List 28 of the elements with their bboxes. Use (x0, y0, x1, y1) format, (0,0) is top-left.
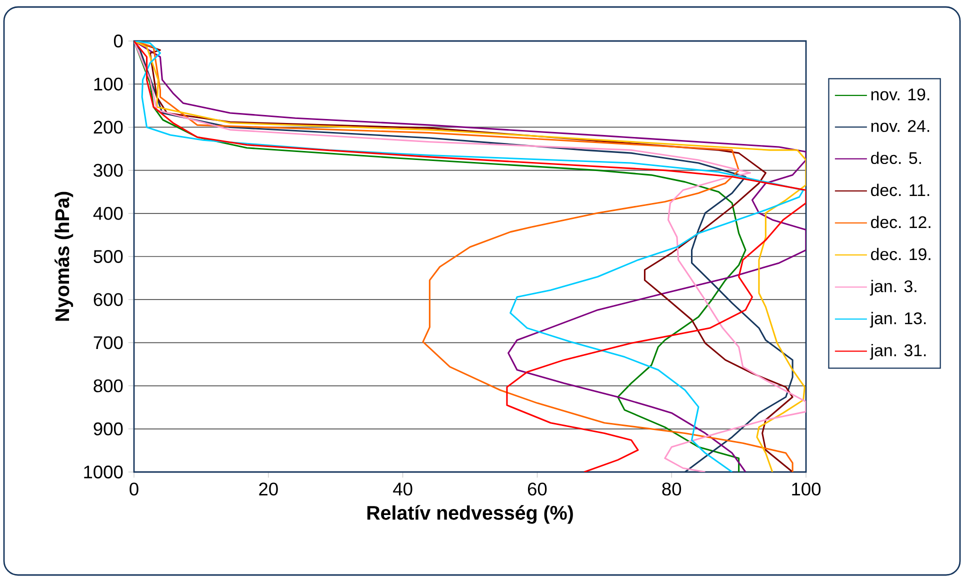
legend-label: dec. 5. (871, 152, 921, 164)
legend-label: jan. 3. (870, 280, 916, 296)
legend-label: jan. 31. (870, 344, 926, 360)
legend-label: jan. 13. (870, 312, 926, 328)
y-tick-label: 700 (94, 336, 123, 350)
y-tick-label: 0 (114, 34, 123, 48)
x-tick-label: 80 (662, 482, 682, 496)
x-tick-label: 60 (528, 482, 547, 496)
legend-label: nov. 24. (871, 120, 930, 132)
y-tick-label: 100 (94, 78, 123, 91)
y-axis-title: Nyomás (hPa) (54, 192, 74, 321)
legend-label: nov. 19. (871, 88, 930, 100)
x-tick-label: 0 (130, 482, 138, 496)
legend-label: dec. 19. (871, 248, 930, 260)
y-tick-label: 400 (93, 206, 123, 220)
y-tick-label: 500 (94, 250, 123, 263)
x-tick-label: 40 (393, 482, 412, 496)
legend-label: dec. 12. (871, 216, 930, 228)
y-tick-label: 600 (94, 293, 123, 306)
y-tick-label: 1000 (84, 466, 123, 478)
y-tick-label: 800 (94, 379, 123, 392)
y-tick-label: 200 (94, 120, 123, 134)
x-tick-label: 100 (792, 482, 821, 496)
y-tick-label: 900 (94, 422, 123, 436)
y-tick-label: 300 (94, 164, 123, 177)
x-tick-label: 20 (259, 482, 278, 496)
x-axis-title: Relatív nedvesség (%) (367, 505, 573, 524)
legend-label: dec. 11. (871, 184, 930, 196)
